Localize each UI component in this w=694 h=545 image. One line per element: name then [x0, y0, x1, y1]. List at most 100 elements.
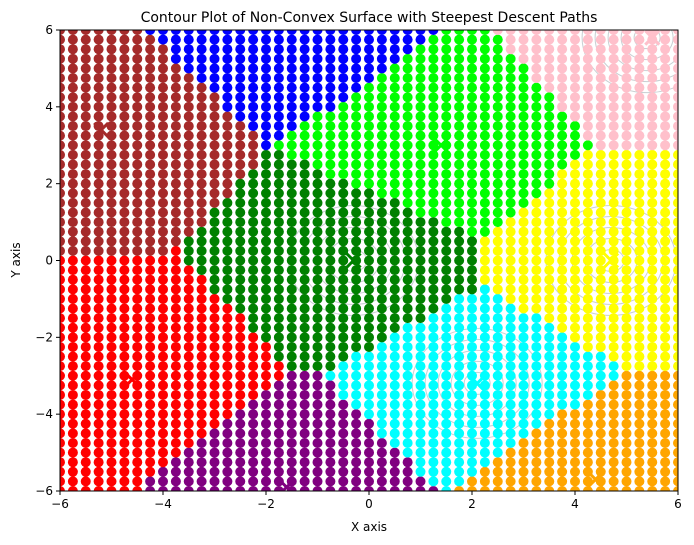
data-point: [595, 217, 606, 228]
data-point: [518, 73, 529, 84]
data-point: [582, 226, 593, 237]
data-point: [479, 217, 490, 228]
data-point: [505, 207, 516, 218]
data-point: [196, 466, 207, 477]
data-point: [441, 447, 452, 458]
data-point: [582, 437, 593, 448]
data-point: [170, 274, 181, 285]
data-point: [660, 293, 671, 304]
data-point: [170, 428, 181, 439]
data-point: [531, 486, 542, 491]
data-point: [132, 428, 143, 439]
data-point: [634, 53, 645, 64]
data-point: [196, 351, 207, 362]
data-point: [93, 389, 104, 400]
data-point: [235, 101, 246, 112]
data-point: [570, 399, 580, 410]
data-point: [299, 236, 310, 247]
data-point: [106, 101, 117, 112]
data-point: [158, 63, 168, 74]
data-point: [402, 121, 413, 132]
data-point: [376, 303, 387, 314]
data-point: [621, 178, 632, 189]
data-point: [582, 92, 593, 103]
data-point: [209, 130, 220, 141]
data-point: [518, 466, 529, 477]
data-point: [93, 380, 104, 391]
data-point: [132, 111, 143, 122]
data-point: [467, 370, 477, 381]
data-point: [673, 466, 678, 477]
data-point: [158, 332, 168, 343]
data-point: [647, 332, 658, 343]
data-point: [132, 486, 143, 491]
data-point: [158, 255, 168, 266]
data-point: [119, 351, 130, 362]
data-point: [80, 140, 91, 151]
data-point: [196, 159, 207, 170]
data-point: [531, 274, 542, 285]
data-point: [183, 293, 194, 304]
data-point: [222, 418, 233, 429]
data-point: [595, 447, 606, 458]
data-point: [119, 121, 130, 132]
data-point: [582, 149, 593, 160]
data-point: [106, 92, 117, 103]
data-point: [402, 293, 413, 304]
data-point: [93, 457, 104, 468]
data-point: [60, 92, 65, 103]
data-point: [170, 399, 181, 410]
data-point: [273, 121, 284, 132]
data-point: [209, 447, 220, 458]
data-point: [415, 130, 426, 141]
data-point: [132, 63, 143, 74]
data-point: [467, 188, 477, 199]
data-point: [80, 92, 91, 103]
data-point: [80, 121, 91, 132]
data-point: [518, 428, 529, 439]
data-point: [338, 322, 349, 333]
data-point: [673, 457, 678, 468]
data-point: [209, 351, 220, 362]
data-point: [60, 380, 65, 391]
data-point: [376, 34, 387, 45]
data-point: [505, 197, 516, 208]
data-point: [428, 428, 439, 439]
data-point: [634, 332, 645, 343]
data-point: [479, 140, 490, 151]
data-point: [93, 332, 104, 343]
data-point: [402, 149, 413, 160]
data-point: [479, 245, 490, 256]
data-point: [286, 53, 297, 64]
data-point: [183, 121, 194, 132]
data-point: [338, 332, 349, 343]
data-point: [261, 255, 271, 266]
data-point: [338, 53, 349, 64]
data-point: [222, 188, 233, 199]
data-point: [634, 486, 645, 491]
data-point: [106, 293, 117, 304]
data-point: [196, 380, 207, 391]
data-point: [454, 351, 465, 362]
data-point: [106, 44, 117, 55]
data-point: [505, 351, 516, 362]
data-point: [621, 149, 632, 160]
data-point: [351, 30, 362, 35]
data-point: [60, 351, 65, 362]
data-point: [479, 169, 490, 180]
data-point: [544, 63, 555, 74]
data-point: [299, 389, 310, 400]
data-point: [582, 188, 593, 199]
data-point: [647, 130, 658, 141]
data-point: [351, 255, 362, 266]
data-point: [106, 169, 117, 180]
data-point: [467, 293, 477, 304]
data-point: [376, 293, 387, 304]
data-point: [402, 159, 413, 170]
data-point: [441, 409, 452, 420]
data-point: [196, 399, 207, 410]
data-point: [209, 361, 220, 372]
chart-title: Contour Plot of Non-Convex Surface with …: [141, 10, 598, 26]
data-point: [248, 380, 259, 391]
data-point: [93, 207, 104, 218]
